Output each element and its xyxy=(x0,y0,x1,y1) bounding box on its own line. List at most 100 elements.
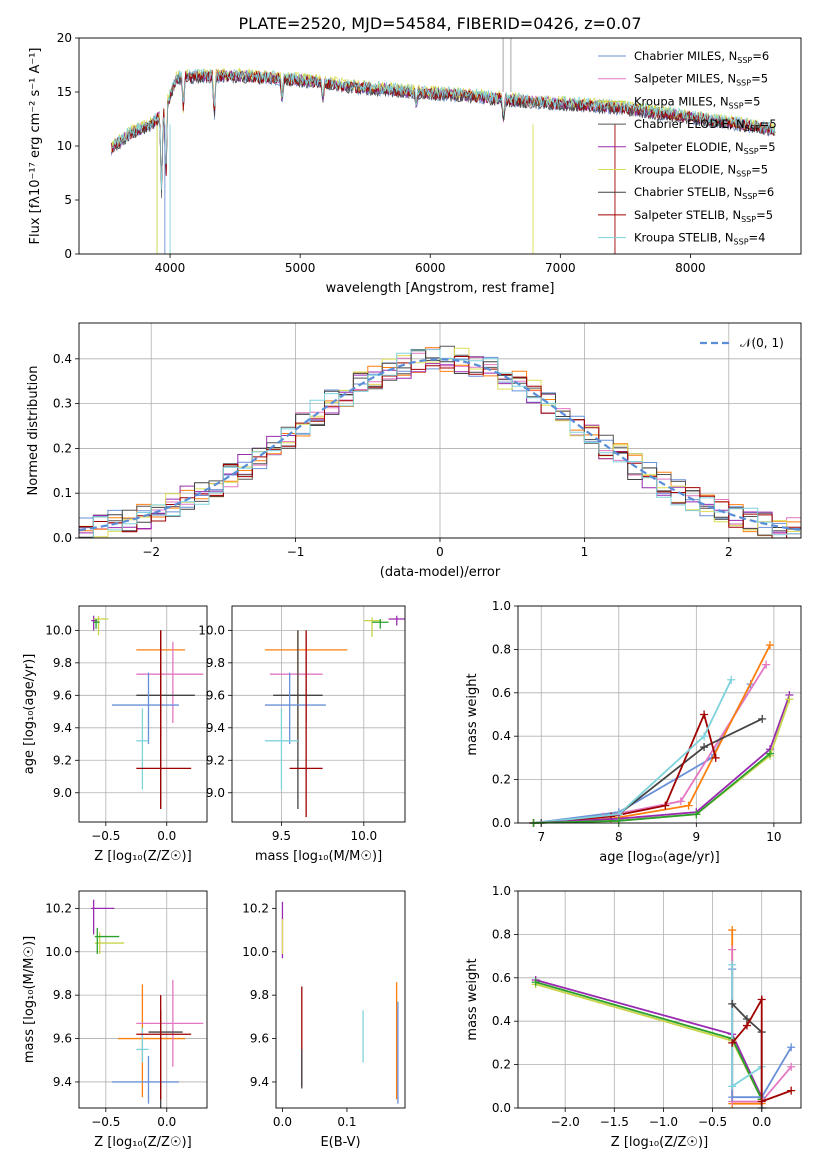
weight-series-line xyxy=(535,983,763,1100)
y-axis-label: mass weight xyxy=(465,673,480,755)
weight-vs-metallicity-panel: −2.0 −1.5 −1.0 −0.5 0.0 0.0 0.2 0.4 0.6 0.8 1.0 Z [… xyxy=(465,884,802,1150)
x-tick-label: −0.5 xyxy=(698,1115,727,1129)
weight-point-marker xyxy=(742,1021,751,1030)
y-tick-label: 9.8 xyxy=(206,656,225,670)
x-tick-label: 0 xyxy=(436,545,444,559)
weight-point-marker xyxy=(531,978,540,987)
x-tick-label: 5000 xyxy=(285,261,316,275)
weight-series-line xyxy=(533,644,771,824)
y-axis-label: Normed distribution xyxy=(26,366,41,496)
weight-point-marker xyxy=(614,816,623,825)
y-tick-label: 0.8 xyxy=(492,927,511,941)
x-tick-label: 9 xyxy=(693,830,701,844)
weight-series-line xyxy=(533,752,771,824)
axes-frame xyxy=(78,605,208,823)
legend-entry: Kroupa STELIB, NSSP=4 xyxy=(634,231,765,247)
y-tick-label: 9.8 xyxy=(53,988,72,1002)
histogram-series xyxy=(79,349,801,538)
weight-point-marker xyxy=(728,1082,737,1091)
y-tick-label: 9.6 xyxy=(53,688,72,702)
axes-frame xyxy=(231,605,406,823)
x-tick-label: −1.0 xyxy=(649,1115,678,1129)
histogram-series xyxy=(79,356,801,535)
weight-series-line xyxy=(731,996,792,1103)
legend-entry: Chabrier STELIB, NSSP=6 xyxy=(634,185,774,201)
weight-point-marker xyxy=(728,999,737,1008)
y-tick-label: 5 xyxy=(64,193,72,207)
x-axis-label: Z [log₁₀(Z/Z☉)] xyxy=(94,1135,191,1150)
weight-point-marker xyxy=(700,732,709,741)
y-axis-label: age [log₁₀(age/yr)] xyxy=(22,654,37,775)
x-tick-label: 7 xyxy=(537,830,545,844)
residuals-panel: −2 −1 0 1 2 0.0 0.1 0.2 0.3 0.4 (data-model)/error… xyxy=(26,322,802,580)
weight-point-marker xyxy=(676,797,685,806)
legend-entry: Chabrier ELODIE, NSSP=5 xyxy=(634,117,777,133)
legend-entry: Salpeter ELODIE, NSSP=5 xyxy=(634,140,776,156)
legend-entry: Salpeter STELIB, NSSP=5 xyxy=(634,208,773,224)
weight-point-marker xyxy=(728,960,737,969)
x-tick-label: 8000 xyxy=(675,261,706,275)
y-tick-label: 10.0 xyxy=(198,623,225,637)
x-tick-label: 4000 xyxy=(155,261,186,275)
weight-point-marker xyxy=(787,1062,796,1071)
weight-point-marker xyxy=(711,753,720,762)
weight-point-marker xyxy=(787,1086,796,1095)
spectrum-series xyxy=(111,70,776,191)
mass-vs-metallicity-panel: −0.5 0.0 9.4 9.6 9.8 10.0 10.2 Z [log₁₀(Z/Z☉)] m… xyxy=(22,890,208,1150)
y-tick-label: 10.2 xyxy=(242,901,269,915)
x-tick-label: 0.0 xyxy=(752,1115,771,1129)
y-tick-label: 9.2 xyxy=(53,753,72,767)
weight-series-line xyxy=(533,683,752,824)
x-tick-label: −0.5 xyxy=(91,829,120,843)
weight-point-marker xyxy=(765,641,774,650)
x-tick-label: 0.0 xyxy=(273,1115,292,1129)
y-axis-label: Flux [fλ10⁻¹⁷ erg cm⁻² s⁻¹ A⁻¹] xyxy=(28,48,43,245)
weight-point-marker xyxy=(728,1093,737,1102)
mass-vs-ebv-panel: 0.0 0.1 9.4 9.6 9.8 10.0 10.2 E(B-V) xyxy=(242,890,406,1150)
y-tick-label: 0 xyxy=(64,247,72,261)
y-axis-label: mass weight xyxy=(465,958,480,1040)
y-tick-label: 0.4 xyxy=(492,729,511,743)
y-tick-label: 0.8 xyxy=(492,642,511,656)
weight-point-marker xyxy=(785,695,794,704)
legend-entry: 𝒩(0, 1) xyxy=(740,336,784,350)
y-axis-label: mass [log₁₀(M/M☉)] xyxy=(22,936,37,1063)
y-tick-label: 10.0 xyxy=(45,945,72,959)
x-tick-label: 0.0 xyxy=(157,1115,176,1129)
y-tick-label: 9.6 xyxy=(206,688,225,702)
x-tick-label: −2 xyxy=(142,545,160,559)
y-tick-label: 9.8 xyxy=(250,988,269,1002)
weight-point-marker xyxy=(765,749,774,758)
y-tick-label: 9.6 xyxy=(250,1032,269,1046)
x-tick-label: 0.0 xyxy=(157,829,176,843)
weight-point-marker xyxy=(692,810,701,819)
weight-point-marker xyxy=(728,926,737,935)
x-axis-label: E(B-V) xyxy=(320,1135,360,1150)
y-tick-label: 10 xyxy=(57,139,72,153)
histogram-series xyxy=(79,349,801,538)
y-tick-label: 10.2 xyxy=(45,901,72,915)
y-tick-label: 0.0 xyxy=(492,1101,511,1115)
weight-point-marker xyxy=(661,801,670,810)
weight-point-marker xyxy=(700,710,709,719)
y-tick-label: 0.0 xyxy=(492,816,511,830)
y-tick-label: 0.3 xyxy=(53,397,72,411)
weight-point-marker xyxy=(757,1097,766,1106)
y-tick-label: 9.4 xyxy=(53,1075,72,1089)
weight-point-marker xyxy=(728,945,737,954)
x-tick-label: 10 xyxy=(766,830,781,844)
x-tick-label: −1 xyxy=(287,545,305,559)
weight-point-marker xyxy=(762,660,771,669)
figure-title: PLATE=2520, MJD=54584, FIBERID=0426, z=0… xyxy=(238,14,641,33)
weight-point-marker xyxy=(757,995,766,1004)
x-tick-label: 9.5 xyxy=(272,829,291,843)
x-tick-label: 6000 xyxy=(415,261,446,275)
y-tick-label: 0.6 xyxy=(492,686,511,700)
y-tick-label: 10.0 xyxy=(45,623,72,637)
y-tick-label: 0.2 xyxy=(492,1058,511,1072)
weight-point-marker xyxy=(758,714,767,723)
axes-frame xyxy=(517,605,802,824)
y-tick-label: 0.2 xyxy=(53,441,72,455)
y-tick-label: 0.2 xyxy=(492,773,511,787)
